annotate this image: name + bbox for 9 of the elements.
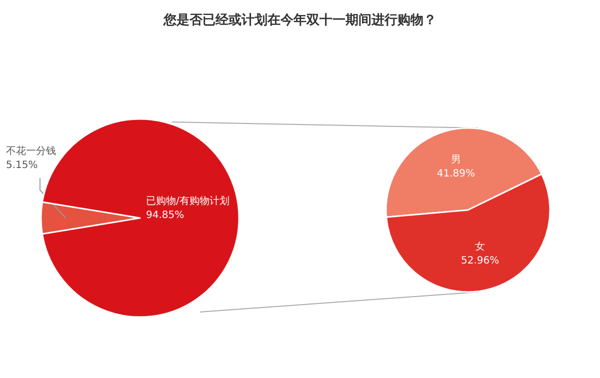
data-label: 41.89% — [436, 168, 476, 180]
slice-label: 不花一分钱 — [6, 145, 56, 157]
data-label: 5.15% — [6, 160, 38, 171]
slice-label: 已购物/有购物计划 — [146, 195, 230, 207]
data-label: 94.85% — [146, 210, 184, 221]
data-label: 52.96% — [460, 255, 500, 266]
slice-label: 男 — [450, 154, 461, 166]
slice-label: 女 — [475, 240, 486, 252]
text: 您是否已经或计划在今年双十一期间进行购物？ — [162, 13, 436, 28]
